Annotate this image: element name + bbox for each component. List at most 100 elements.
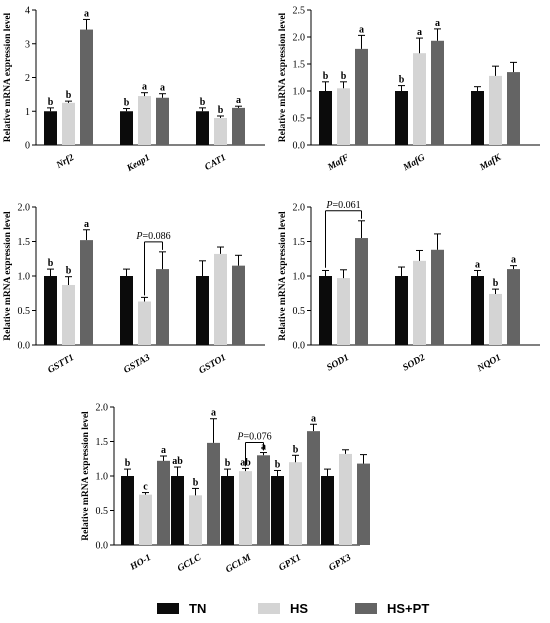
significance-letter: b xyxy=(48,258,54,269)
legend-swatch-tn xyxy=(157,602,179,614)
x-tick-label: SOD2 xyxy=(401,353,427,374)
legend-swatch-hs xyxy=(258,602,280,614)
bar-hspt xyxy=(156,97,169,145)
bar-hspt xyxy=(355,48,368,145)
x-tick-label: SOD1 xyxy=(325,353,351,374)
significance-letter: b xyxy=(66,266,72,277)
significance-letter: a xyxy=(161,445,166,456)
bar-hspt xyxy=(507,269,520,345)
panel-sod-nqo1: 0.0 0.5 1.0 1.5 2.0 Relative mRNA expression … xyxy=(278,200,540,375)
y-tick-label: 0.5 xyxy=(18,306,31,317)
significance-letter: b xyxy=(124,98,130,109)
x-tick-label: GPX3 xyxy=(327,553,353,574)
y-tick-label: 0.0 xyxy=(18,341,31,352)
bar-tn xyxy=(395,276,408,345)
bar-tn xyxy=(44,111,57,145)
significance-letter: a xyxy=(211,408,216,419)
x-tick-label: MafF xyxy=(325,153,351,174)
y-tick-label: 2.0 xyxy=(293,33,306,44)
y-tick-label: 0.5 xyxy=(96,506,109,517)
y-tick-label: 2 xyxy=(25,73,30,84)
x-tick-label: GCLC xyxy=(176,553,204,575)
legend-swatch-hspt xyxy=(355,602,377,614)
legend-label-hspt: HS+PT xyxy=(387,600,430,616)
significance-letter: a xyxy=(417,27,422,38)
y-tick-label: 4 xyxy=(25,6,30,17)
x-tick-label: GSTA3 xyxy=(122,353,152,376)
y-tick-label: 1 xyxy=(25,107,30,118)
y-tick-label: 3 xyxy=(25,39,30,50)
legend-item-hs: HS xyxy=(258,596,308,620)
bar-hs xyxy=(489,293,502,345)
legend-item-tn: TN xyxy=(157,596,206,620)
significance-letter: a xyxy=(511,255,516,266)
y-axis-title: Relative mRNA expression level xyxy=(81,411,91,541)
y-tick-label: 0.5 xyxy=(293,306,306,317)
bar-hs xyxy=(138,301,151,345)
legend-label-hs: HS xyxy=(290,600,309,616)
significance-letter: b xyxy=(275,459,281,470)
bar-hspt xyxy=(232,107,245,145)
bar-hspt xyxy=(232,265,245,345)
x-tick-label: Keap1 xyxy=(125,153,152,175)
x-tick-label: NQO1 xyxy=(475,353,503,375)
x-tick-label: HO-1 xyxy=(128,553,153,573)
y-tick-label: 1.5 xyxy=(18,237,31,248)
x-tick-label: GCLM xyxy=(224,553,253,576)
bar-tn xyxy=(319,91,332,145)
significance-letter: b xyxy=(323,71,329,82)
bar-tn xyxy=(471,276,484,345)
bar-hspt xyxy=(80,29,93,146)
y-tick-label: 2.0 xyxy=(18,203,31,214)
x-tick-label: MafG xyxy=(401,153,427,174)
bar-tn xyxy=(196,111,209,145)
p-value-symbol: P xyxy=(325,200,332,211)
bar-tn xyxy=(319,276,332,345)
bar-hspt xyxy=(431,40,444,145)
bar-hs xyxy=(214,118,227,145)
bar-hs xyxy=(62,284,75,345)
bar-hs xyxy=(413,260,426,345)
p-value-label: P=0.076 xyxy=(236,432,271,443)
legend: TN HS HS+PT xyxy=(0,596,550,620)
p-value-symbol: P xyxy=(236,432,243,443)
significance-letter: b xyxy=(218,105,224,116)
bar-hs xyxy=(339,453,352,545)
bar-hspt xyxy=(431,249,444,345)
significance-letter: a xyxy=(359,24,364,35)
y-tick-label: 1.5 xyxy=(96,437,109,448)
significance-letter: b xyxy=(193,477,199,488)
bar-tn xyxy=(395,91,408,145)
bar-hs xyxy=(337,88,350,145)
significance-letter: a xyxy=(311,413,316,424)
bar-hs xyxy=(289,462,302,545)
x-tick-label: Nrf2 xyxy=(54,153,76,172)
legend-item-hspt: HS+PT xyxy=(355,596,429,620)
significance-letter: b xyxy=(225,458,231,469)
bar-tn xyxy=(471,91,484,145)
significance-letter: b xyxy=(341,71,347,82)
significance-letter: b xyxy=(200,97,206,108)
y-axis-title: Relative mRNA expression level xyxy=(3,211,13,341)
bar-hs xyxy=(489,75,502,145)
bar-tn xyxy=(171,476,184,545)
y-tick-label: 2.0 xyxy=(293,203,306,214)
x-tick-label: MafK xyxy=(477,153,503,174)
bar-hs xyxy=(138,96,151,145)
bar-hs xyxy=(139,494,152,545)
bar-hs xyxy=(62,102,75,145)
bar-tn xyxy=(271,476,284,545)
y-tick-label: 1.5 xyxy=(293,237,306,248)
p-value-number: =0.061 xyxy=(332,200,360,211)
bar-hspt xyxy=(80,240,93,345)
panel-gst: 0.0 0.5 1.0 1.5 2.0 Relative mRNA expression … xyxy=(3,203,265,376)
significance-letter: b xyxy=(48,97,54,108)
significance-letter: b xyxy=(125,458,131,469)
significance-letter: a xyxy=(160,83,165,94)
bar-hs xyxy=(214,253,227,345)
bar-hs xyxy=(189,495,202,545)
y-tick-label: 2.5 xyxy=(293,6,306,17)
y-tick-label: 0.0 xyxy=(293,141,306,152)
significance-letter: ab xyxy=(172,456,183,467)
